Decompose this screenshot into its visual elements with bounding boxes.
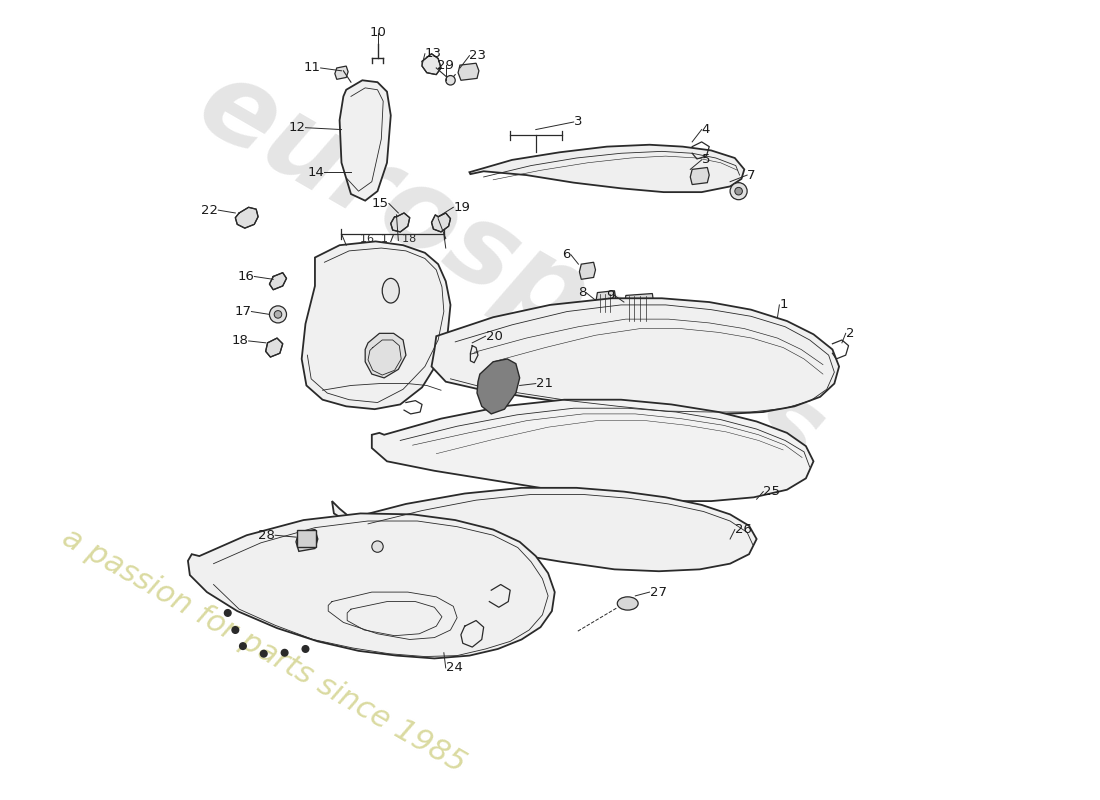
Circle shape: [274, 310, 282, 318]
Text: 8: 8: [578, 286, 586, 299]
Circle shape: [224, 610, 231, 616]
Polygon shape: [188, 514, 554, 658]
Text: 25: 25: [763, 485, 780, 498]
Ellipse shape: [617, 597, 638, 610]
Text: 22: 22: [201, 204, 218, 217]
Polygon shape: [431, 298, 839, 414]
Ellipse shape: [382, 278, 399, 303]
Text: 13: 13: [425, 47, 442, 60]
Circle shape: [730, 182, 747, 200]
Text: eurospares: eurospares: [180, 50, 843, 494]
Polygon shape: [580, 262, 595, 279]
Text: 7: 7: [747, 169, 756, 182]
Text: 3: 3: [574, 115, 582, 129]
Circle shape: [261, 650, 267, 657]
Text: 6: 6: [562, 248, 571, 261]
Polygon shape: [422, 54, 441, 74]
Text: 5: 5: [702, 154, 711, 166]
Text: 4: 4: [702, 123, 710, 136]
Polygon shape: [624, 294, 654, 324]
Text: 20: 20: [485, 330, 503, 342]
Circle shape: [282, 650, 288, 656]
Text: 29: 29: [438, 58, 454, 72]
Text: 28: 28: [258, 529, 275, 542]
Polygon shape: [470, 145, 745, 192]
Text: 21: 21: [536, 377, 553, 390]
Text: 18: 18: [232, 334, 249, 347]
Polygon shape: [340, 80, 390, 201]
Text: 1: 1: [780, 298, 788, 311]
Circle shape: [372, 541, 383, 552]
Text: 26: 26: [735, 523, 751, 536]
Polygon shape: [372, 400, 814, 501]
Text: 16: 16: [238, 270, 254, 283]
Text: 10: 10: [370, 26, 386, 39]
Polygon shape: [266, 338, 283, 357]
Polygon shape: [365, 334, 406, 378]
Text: 24: 24: [446, 662, 463, 674]
Polygon shape: [595, 290, 616, 315]
Text: 19: 19: [453, 201, 470, 214]
Text: 11: 11: [304, 62, 320, 74]
Text: a passion for parts since 1985: a passion for parts since 1985: [57, 523, 471, 778]
Circle shape: [302, 646, 309, 652]
Text: 14: 14: [308, 166, 324, 178]
Polygon shape: [235, 207, 258, 228]
Text: 12: 12: [288, 121, 306, 134]
Polygon shape: [334, 66, 348, 79]
Polygon shape: [691, 167, 710, 185]
Polygon shape: [270, 273, 286, 290]
Polygon shape: [296, 530, 318, 551]
Polygon shape: [477, 359, 519, 414]
FancyBboxPatch shape: [297, 530, 316, 546]
Polygon shape: [301, 242, 451, 409]
Text: 16  17  18: 16 17 18: [361, 234, 417, 243]
Polygon shape: [431, 213, 451, 232]
Polygon shape: [332, 488, 757, 571]
Text: 2: 2: [846, 327, 855, 340]
Circle shape: [735, 187, 743, 195]
Text: 27: 27: [649, 586, 667, 598]
Polygon shape: [390, 213, 409, 232]
Text: 15: 15: [372, 197, 389, 210]
Circle shape: [232, 626, 239, 634]
Text: 9: 9: [606, 289, 615, 302]
Text: 23: 23: [470, 49, 486, 62]
Circle shape: [446, 75, 455, 85]
Circle shape: [240, 643, 246, 650]
Polygon shape: [458, 63, 478, 80]
Text: 17: 17: [234, 305, 252, 318]
Circle shape: [270, 306, 286, 323]
